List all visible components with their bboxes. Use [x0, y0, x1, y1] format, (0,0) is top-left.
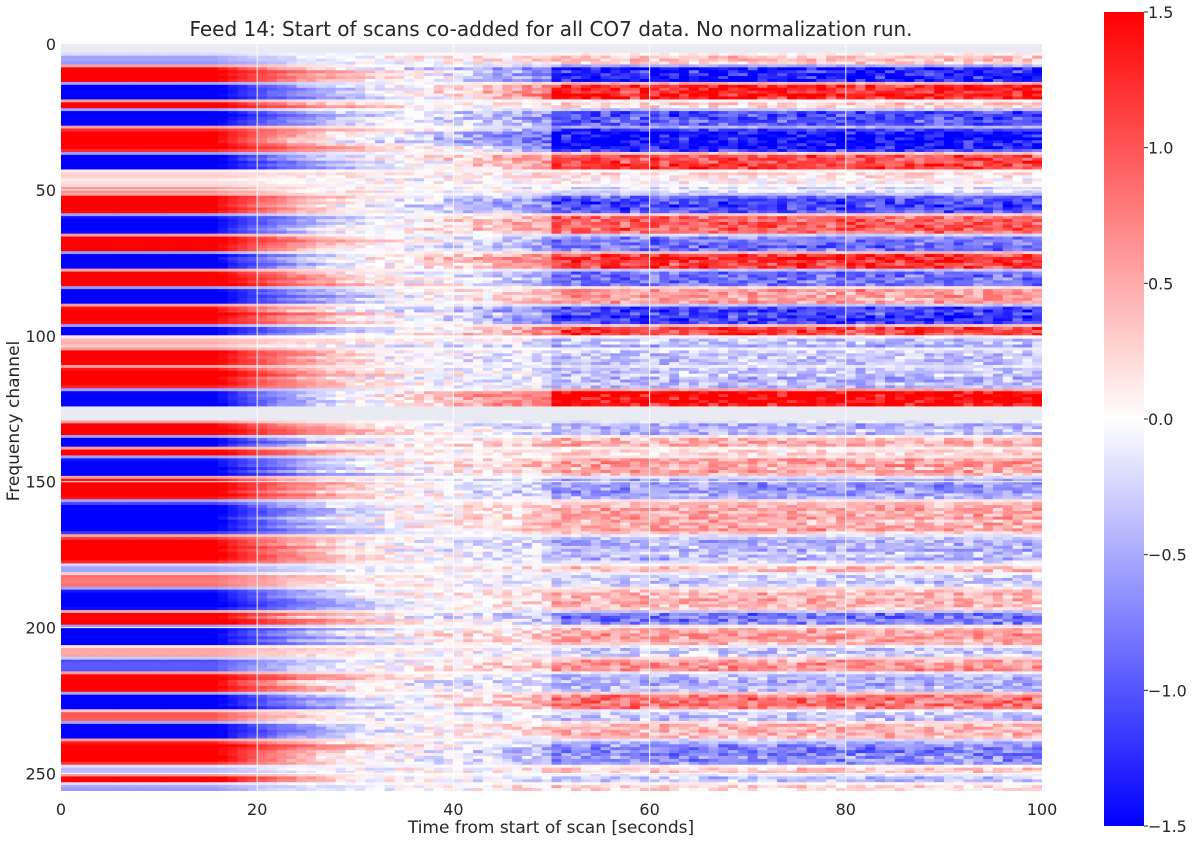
heatmap-figure: Feed 14: Start of scans co-added for all…	[0, 0, 1193, 843]
chart-title: Feed 14: Start of scans co-added for all…	[189, 17, 912, 41]
heatmap-cells	[61, 53, 1043, 792]
